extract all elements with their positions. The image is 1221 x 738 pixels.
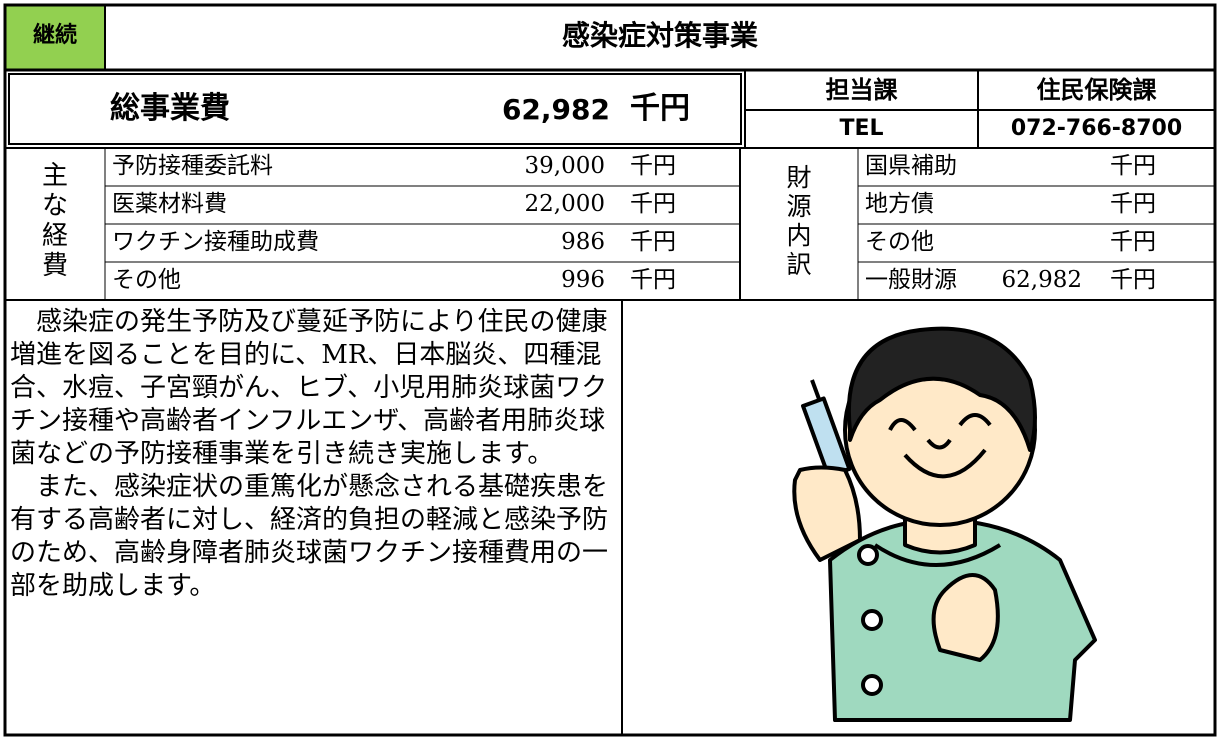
paragraph: 感染症の発生予防及び蔓延予防により住民の健康増進を図ることを目的に、MR、日本脳…	[10, 307, 608, 469]
nurse-illustration	[792, 326, 1097, 722]
funding-unit: 千円	[1110, 191, 1156, 217]
status-bg	[5, 5, 105, 70]
funding-label-char: 内	[786, 221, 812, 250]
funding-amount: 62,982	[1001, 267, 1082, 293]
expense-label-char: 費	[41, 251, 68, 281]
expense-unit: 千円	[630, 153, 676, 179]
expense-unit: 千円	[630, 267, 676, 293]
total-amount: 62,982	[501, 93, 610, 126]
tel: 072-766-8700	[1010, 116, 1183, 141]
expense-label-char: 主	[41, 161, 68, 191]
expense-amount: 39,000	[524, 153, 605, 179]
funding-label-char: 源	[786, 192, 812, 221]
funding-unit: 千円	[1110, 267, 1156, 293]
funding-name: その他	[865, 229, 934, 255]
funding-unit: 千円	[1110, 229, 1156, 255]
description: 感染症の発生予防及び蔓延予防により住民の健康増進を図ることを目的に、MR、日本脳…	[10, 306, 620, 603]
tel-label: TEL	[839, 116, 884, 141]
funding-name: 地方債	[865, 191, 934, 217]
expense-name: ワクチン接種助成費	[112, 229, 319, 255]
expense-name: 予防接種委託料	[112, 153, 273, 179]
title: 感染症対策事業	[561, 19, 758, 52]
expense-amount: 22,000	[524, 191, 605, 217]
grid-lines	[3, 3, 1217, 737]
funding-name: 国県補助	[865, 153, 957, 179]
expense-unit: 千円	[630, 191, 676, 217]
expense-label-char: な	[41, 191, 68, 221]
dept-label: 担当課	[825, 76, 898, 104]
total-unit: 千円	[630, 91, 690, 126]
funding-name: 一般財源	[865, 267, 957, 293]
expense-amount: 986	[561, 229, 605, 255]
funding-label-char: 財	[786, 163, 812, 192]
expense-unit: 千円	[630, 229, 676, 255]
expense-amount: 996	[561, 267, 605, 293]
expense-name: その他	[112, 267, 181, 293]
expense-label-char: 経	[41, 221, 68, 251]
funding-unit: 千円	[1110, 153, 1156, 179]
expense-name: 医薬材料費	[112, 191, 227, 217]
funding-label-char: 訳	[786, 250, 812, 279]
paragraph: また、感染症状の重篤化が懸念される基礎疾患を有する高齢者に対し、経済的負担の軽減…	[10, 472, 609, 601]
total-label: 総事業費	[110, 91, 230, 126]
dept-name: 住民保険課	[1036, 76, 1157, 104]
status: 継続	[32, 23, 77, 48]
